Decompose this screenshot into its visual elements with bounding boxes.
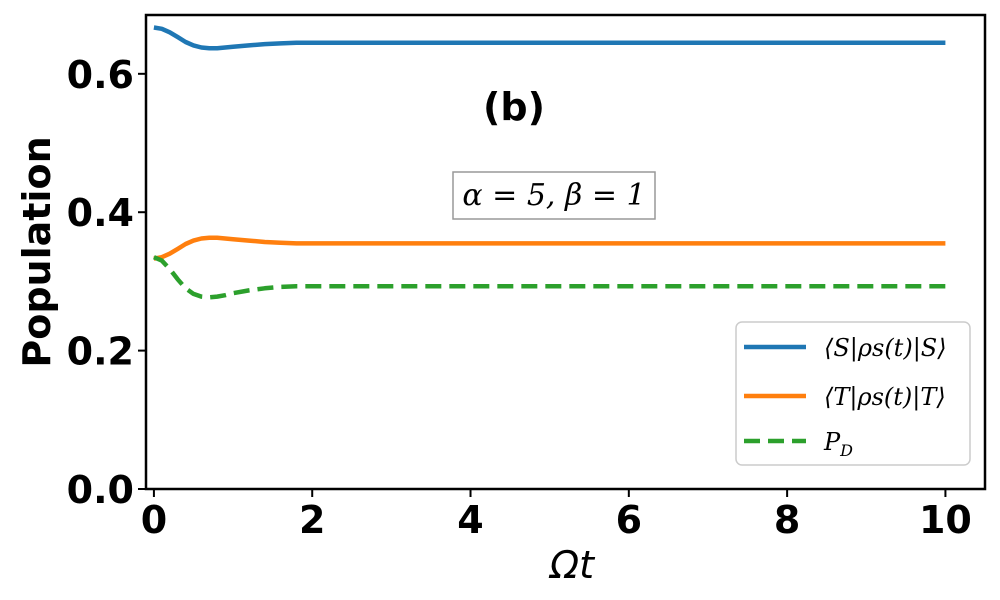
series-line-2 — [153, 255, 946, 300]
legend-label-1: ⟨T|ρs(t)|T⟩ — [824, 383, 946, 412]
y-tick-label: 0.2 — [67, 330, 134, 374]
y-tick-label: 0.6 — [67, 53, 134, 97]
plot-frame — [144, 13, 987, 491]
param-annotation: α = 5, β = 1 — [462, 178, 645, 213]
series-layer — [153, 25, 946, 300]
y-tick-label: 0.0 — [67, 468, 134, 512]
x-tick-label: 10 — [919, 498, 972, 542]
legend-label-2: PD — [823, 428, 853, 460]
legend-box — [735, 321, 971, 466]
y-tick-label: 0.4 — [67, 191, 134, 235]
x-axis-label: Ωt — [548, 543, 596, 587]
x-tick-label: 0 — [141, 498, 167, 542]
param-box — [452, 171, 656, 220]
x-tick-label: 6 — [616, 498, 642, 542]
panel-label: (b) — [483, 85, 545, 129]
x-axis-ticks: 0 2 4 6 8 10 — [141, 489, 972, 542]
y-axis-ticks: 0.0 0.2 0.4 0.6 — [67, 53, 146, 512]
x-tick-label: 8 — [774, 498, 800, 542]
x-tick-label: 4 — [457, 498, 483, 542]
y-axis-label: Population — [15, 136, 59, 367]
legend-label-0: ⟨S|ρs(t)|S⟩ — [824, 334, 947, 363]
x-tick-label: 2 — [299, 498, 325, 542]
series-line-0 — [153, 25, 946, 51]
legend: ⟨S|ρs(t)|S⟩ ⟨T|ρs(t)|T⟩ PD — [735, 321, 971, 466]
series-line-1 — [153, 235, 946, 261]
